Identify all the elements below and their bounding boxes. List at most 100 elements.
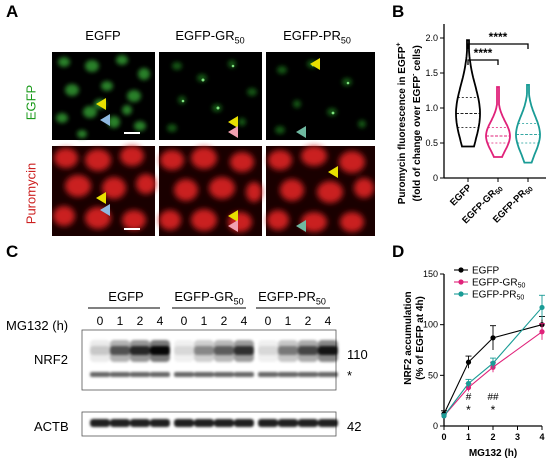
sig-bracket-pr: [467, 43, 529, 49]
legend-label: EGFP-GR50: [472, 278, 525, 290]
lane-label: 4: [241, 314, 248, 328]
x-axis-label: MG132 (h): [469, 448, 517, 459]
x-tick-label: 1: [466, 432, 471, 442]
panel-c-letter: C: [6, 242, 19, 261]
panel-c-group-pr50: EGFP-PR50: [258, 289, 326, 307]
actb-band: [174, 419, 194, 427]
actb-band: [130, 419, 150, 427]
actb-band: [150, 419, 170, 427]
panel-d-letter: D: [392, 242, 405, 261]
panel-b-violin-chart: 00.51.01.52.0EGFPEGFP-GR50EGFP-PR50*****…: [425, 24, 546, 227]
violin-1: [455, 39, 481, 148]
blot-actb: [81, 411, 338, 437]
nrf2-nonspecific-band: [278, 372, 298, 377]
actb-band: [318, 419, 338, 427]
panel-c-blot-label-nrf2: NRF2: [34, 352, 68, 367]
subscript: 50: [315, 296, 326, 307]
panel-a-letter: A: [6, 2, 19, 21]
y-tick-label: 1.0: [425, 103, 438, 113]
legend-marker: [458, 291, 464, 297]
actb-band: [258, 419, 278, 427]
micrograph-pr50-puromycin: [266, 146, 375, 236]
x-tick-label: 4: [539, 432, 544, 442]
lane-label: 2: [221, 314, 228, 328]
sig-hash: ##: [487, 392, 499, 403]
lane-label: 4: [325, 314, 332, 328]
subscript: 50: [233, 296, 244, 307]
panel-c-marker-42: 42: [347, 419, 362, 434]
lane-label: 4: [157, 314, 164, 328]
panel-c-marker-110: 110: [347, 347, 368, 362]
nrf2-band: [194, 346, 214, 355]
nrf2-nonspecific-band: [318, 372, 338, 377]
nrf2-band: [110, 346, 130, 355]
lane-label: 0: [181, 314, 188, 328]
data-point: [441, 413, 447, 419]
micrograph-egfp-egfp: [52, 52, 155, 140]
nrf2-band: [278, 346, 298, 355]
y-tick-label: 150: [423, 269, 438, 279]
sig-label-pr: ****: [489, 30, 508, 44]
panel-a-micrographs: [52, 52, 375, 236]
panel-c-marker-star: *: [347, 368, 353, 383]
subscript: 50: [234, 35, 245, 46]
x-tick-label: 3: [515, 432, 520, 442]
actb-band: [214, 419, 234, 427]
nrf2-band: [90, 346, 110, 355]
actb-band: [234, 419, 254, 427]
data-point: [490, 360, 496, 366]
x-tick-label: 2: [490, 432, 495, 442]
sig-star: *: [466, 403, 471, 417]
panel-c-group-gr50: EGFP-GR50: [174, 289, 244, 307]
x-tick-label: 0: [441, 432, 446, 442]
data-point: [465, 384, 472, 391]
lane-label: 0: [97, 314, 104, 328]
panel-c-group-egfp: EGFP: [108, 289, 144, 304]
nrf2-nonspecific-band: [130, 372, 150, 377]
data-point: [465, 380, 472, 387]
lane-label: 2: [305, 314, 312, 328]
micrograph-egfp-puromycin: [52, 146, 156, 236]
y-tick-label: 50: [428, 370, 438, 380]
sig-hash: #: [466, 392, 472, 403]
nrf2-band: [214, 346, 234, 355]
series-line: [443, 307, 543, 417]
y-tick-label: 0: [433, 421, 438, 431]
lane-label: 2: [137, 314, 144, 328]
micrograph-gr50-puromycin: [159, 146, 262, 236]
blot-nrf2: [81, 329, 338, 391]
nrf2-nonspecific-band: [298, 372, 318, 377]
sig-label-gr: ****: [474, 46, 493, 60]
actb-band: [90, 419, 110, 427]
lane-label: 1: [285, 314, 292, 328]
micrograph-gr50-egfp: [159, 52, 262, 140]
panel-a-col-pr50: EGFP-PR50: [283, 28, 351, 46]
lane-label: 0: [265, 314, 272, 328]
nrf2-band: [130, 346, 150, 355]
y-tick-label: 0.5: [425, 138, 438, 148]
x-tick-label: EGFP: [448, 182, 475, 209]
data-point: [539, 304, 545, 311]
data-point: [465, 359, 472, 365]
y-tick-label: 1.5: [425, 68, 438, 78]
data-point: [490, 335, 496, 341]
sig-bracket-gr: [467, 59, 499, 65]
nrf2-band: [174, 346, 194, 355]
y-tick-label: 100: [423, 320, 438, 330]
y-tick-label: 2.0: [425, 33, 438, 43]
nrf2-band: [150, 346, 170, 355]
legend-marker: [458, 279, 464, 285]
nrf2-nonspecific-band: [90, 372, 110, 377]
legend-label: EGFP-PR50: [472, 290, 524, 302]
nrf2-nonspecific-band: [234, 372, 254, 377]
data-point: [539, 329, 545, 335]
nrf2-band: [318, 346, 338, 355]
nrf2-nonspecific-band: [110, 372, 130, 377]
panel-c-mg132-label: MG132 (h): [6, 318, 69, 333]
series-line: [443, 324, 543, 415]
panel-a-col-gr50: EGFP-GR50: [175, 28, 245, 46]
panel-a-col-egfp: EGFP: [85, 28, 121, 43]
micrograph-pr50-egfp: [266, 52, 375, 140]
nrf2-band: [298, 346, 318, 355]
